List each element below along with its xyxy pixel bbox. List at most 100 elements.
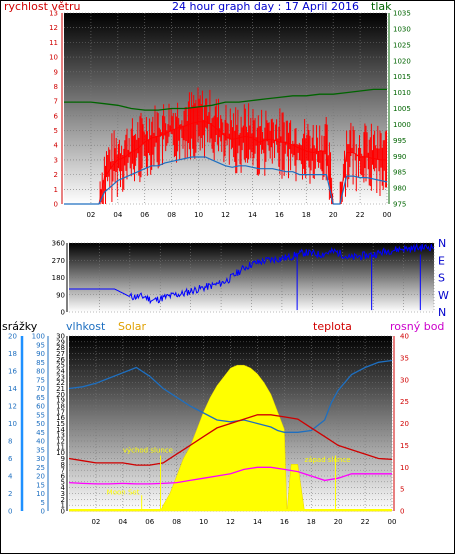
solar-tick-label: 7 xyxy=(61,467,65,475)
solar-tick-label: 10 xyxy=(56,449,65,457)
hour-tick-label: 20 xyxy=(329,211,338,219)
precip-tick-label: 14 xyxy=(8,385,17,393)
solar-tick-label: 28 xyxy=(56,344,65,352)
solar-tick-label: 2 xyxy=(61,496,65,504)
humidity-axis-label: vlhkost xyxy=(66,320,106,333)
solar-tick-label: 25 xyxy=(56,362,65,370)
precip-tick-label: 0 xyxy=(8,508,12,516)
wind-speed-tick-label: 10 xyxy=(49,54,58,62)
solar-tick-label: 8 xyxy=(61,461,65,469)
hour-tick-label: 04 xyxy=(113,211,122,219)
hour-tick-label: 08 xyxy=(167,211,176,219)
hour-tick-label: 00 xyxy=(383,211,392,219)
dewpoint-line xyxy=(68,466,392,485)
humidity-tick-label: 75 xyxy=(36,376,45,384)
direction-tick-label: 90 xyxy=(56,291,65,299)
sunset-annotation: západ slunce xyxy=(305,456,351,464)
precip-tick-label: 4 xyxy=(8,473,13,481)
hour-tick-label: 12 xyxy=(226,518,235,526)
hour-tick-label: 22 xyxy=(361,518,370,526)
humidity-tick-label: 10 xyxy=(36,490,45,498)
moonset-annotation: Moon Set xyxy=(107,489,140,497)
humidity-tick-label: 5 xyxy=(41,499,45,507)
wind-speed-tick-label: 8 xyxy=(54,83,58,91)
solar-tick-label: 21 xyxy=(56,385,65,393)
hour-tick-label: 10 xyxy=(199,518,208,526)
pressure-tick-label: 1025 xyxy=(393,41,411,49)
solar-tick-label: 15 xyxy=(56,420,65,428)
solar-tick-label: 27 xyxy=(56,350,65,358)
direction-tick-label: 360 xyxy=(52,240,65,248)
temperature-axis-label: teplota xyxy=(313,320,352,333)
hour-tick-label: 04 xyxy=(118,518,127,526)
pressure-tick-label: 990 xyxy=(393,153,406,161)
temperature-tick-label: 20 xyxy=(400,420,409,428)
hour-tick-label: 16 xyxy=(280,518,289,526)
moonrise-annotation: Moon Rise xyxy=(247,489,283,497)
hour-tick-label: 06 xyxy=(145,518,154,526)
wind-speed-tick-label: 11 xyxy=(49,39,58,47)
humidity-tick-label: 70 xyxy=(36,385,45,393)
wind-speed-tick-label: 2 xyxy=(54,171,58,179)
hour-tick-label: 08 xyxy=(172,518,181,526)
hour-tick-label: 18 xyxy=(307,518,316,526)
sunrise-annotation: východ slunce xyxy=(123,447,173,455)
temperature-tick-label: 40 xyxy=(400,333,409,341)
hour-tick-label: 22 xyxy=(356,211,365,219)
solar-tick-label: 30 xyxy=(56,333,65,341)
pressure-tick-label: 1000 xyxy=(393,121,411,129)
wind-speed-tick-label: 0 xyxy=(54,201,58,209)
temperature-tick-label: 30 xyxy=(400,376,409,384)
wind-speed-tick-label: 5 xyxy=(54,127,58,135)
hour-tick-label: 02 xyxy=(91,518,100,526)
wind-speed-tick-label: 7 xyxy=(54,98,58,106)
chart-title: 24 hour graph day : 17 April 2016 xyxy=(172,0,359,13)
solar-tick-label: 20 xyxy=(56,391,65,399)
humidity-tick-label: 15 xyxy=(36,481,45,489)
compass-label: N xyxy=(438,306,446,319)
precip-tick-label: 18 xyxy=(8,350,17,358)
solar-tick-label: 16 xyxy=(56,414,65,422)
humidity-tick-label: 25 xyxy=(36,464,45,472)
hour-tick-label: 06 xyxy=(140,211,149,219)
precip-tick-label: 6 xyxy=(8,455,13,463)
pressure-tick-label: 995 xyxy=(393,137,406,145)
hour-tick-label: 20 xyxy=(334,518,343,526)
humidity-tick-label: 50 xyxy=(36,420,45,428)
solar-tick-label: 5 xyxy=(61,478,65,486)
wind-average-line xyxy=(64,156,388,205)
hour-tick-label: 14 xyxy=(248,211,257,219)
solar-tick-label: 14 xyxy=(56,426,65,434)
solar-tick-label: 9 xyxy=(61,455,65,463)
precip-axis-label: srážky xyxy=(2,320,38,333)
temperature-tick-label: 10 xyxy=(400,464,409,472)
hour-tick-label: 02 xyxy=(86,211,95,219)
pressure-tick-label: 975 xyxy=(393,201,406,209)
solar-tick-label: 4 xyxy=(61,484,66,492)
solar-tick-label: 13 xyxy=(56,432,65,440)
temperature-tick-label: 5 xyxy=(400,486,404,494)
compass-label: N xyxy=(438,237,446,250)
pressure-tick-label: 1010 xyxy=(393,89,411,97)
humidity-tick-label: 80 xyxy=(36,368,45,376)
humidity-tick-label: 90 xyxy=(36,350,45,358)
compass-label: E xyxy=(438,254,445,267)
solar-tick-label: 18 xyxy=(56,403,65,411)
precip-tick-label: 12 xyxy=(8,403,17,411)
pressure-tick-label: 1015 xyxy=(393,73,411,81)
pressure-tick-label: 1030 xyxy=(393,25,411,33)
pressure-tick-label: 985 xyxy=(393,169,406,177)
precip-tick-label: 8 xyxy=(8,438,12,446)
wind-speed-tick-label: 3 xyxy=(54,156,58,164)
humidity-tick-label: 40 xyxy=(36,438,45,446)
precip-tick-label: 16 xyxy=(8,368,17,376)
pressure-axis-label: tlak xyxy=(371,0,392,13)
solar-tick-label: 12 xyxy=(56,438,65,446)
temperature-tick-label: 25 xyxy=(400,398,409,406)
temperature-tick-label: 35 xyxy=(400,354,409,362)
hour-tick-label: 16 xyxy=(275,211,284,219)
solar-tick-label: 3 xyxy=(61,490,65,498)
solar-area xyxy=(69,364,392,512)
